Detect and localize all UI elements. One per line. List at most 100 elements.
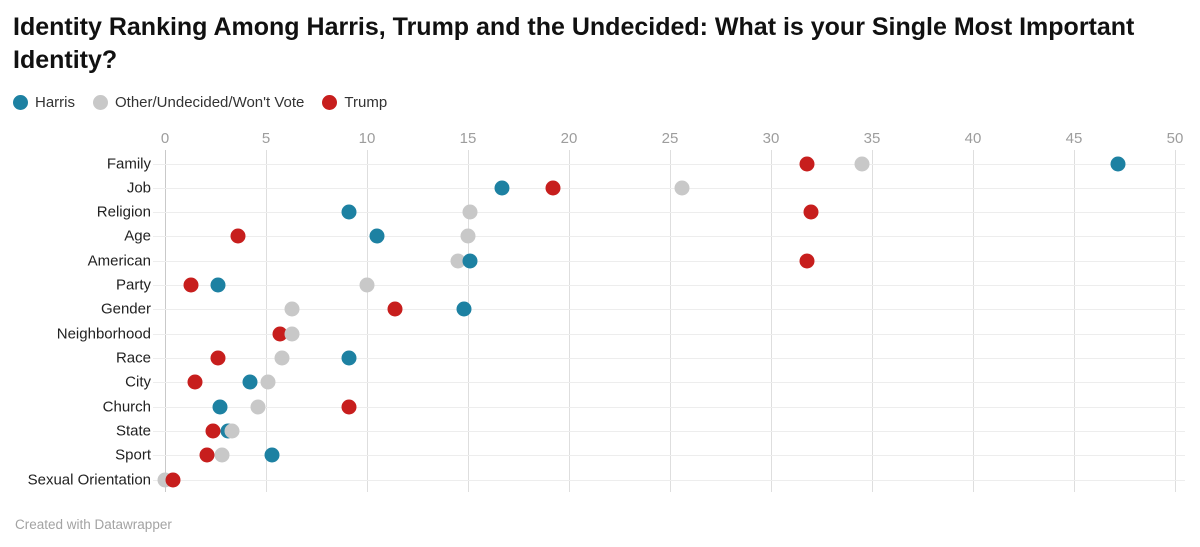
- row-gridline: [153, 431, 1185, 433]
- dot-trump: [199, 447, 215, 463]
- x-tick-label: 15: [459, 130, 477, 147]
- dot-other: [274, 350, 290, 366]
- category-label: Race: [115, 349, 151, 367]
- dot-other: [359, 277, 375, 293]
- legend-label: Trump: [344, 94, 388, 111]
- datawrapper-credit: Created with Datawrapper: [15, 517, 172, 532]
- row-gridline: [153, 382, 1185, 384]
- dot-trump: [183, 277, 199, 293]
- x-gridline: [1175, 150, 1176, 492]
- dot-harris: [369, 228, 385, 244]
- x-tick-label: 5: [261, 130, 271, 147]
- dot-other: [224, 423, 240, 439]
- x-gridline: [771, 150, 772, 492]
- row-gridline: [153, 163, 1185, 165]
- dot-trump: [799, 253, 815, 269]
- row-gridline: [153, 333, 1185, 335]
- dot-harris: [242, 374, 258, 390]
- dot-other: [462, 204, 478, 220]
- legend-label: Other/Undecided/Won't Vote: [115, 94, 305, 111]
- category-label: Job: [126, 179, 151, 197]
- dot-other: [674, 180, 690, 196]
- x-tick-label: 10: [358, 130, 376, 147]
- dot-trump: [545, 180, 561, 196]
- row-gridline: [153, 187, 1185, 189]
- x-gridline: [973, 150, 974, 492]
- category-label: American: [87, 252, 151, 270]
- legend: Harris Other/Undecided/Won't Vote Trump: [13, 94, 387, 111]
- category-label: Family: [106, 155, 151, 172]
- x-gridline: [670, 150, 671, 492]
- category-label: Sexual Orientation: [27, 471, 151, 489]
- dot-other: [250, 399, 266, 415]
- x-tick-label: 0: [160, 130, 170, 147]
- x-tick-label: 20: [560, 130, 578, 147]
- x-tick-label: 40: [964, 130, 982, 147]
- x-tick-label: 50: [1166, 130, 1184, 147]
- row-gridline: [153, 309, 1185, 311]
- legend-label: Harris: [35, 94, 75, 111]
- row-gridline: [153, 406, 1185, 408]
- dot-trump: [165, 472, 181, 488]
- row-gridline: [153, 236, 1185, 238]
- category-label: Age: [124, 227, 151, 245]
- dot-harris: [341, 204, 357, 220]
- row-gridline: [153, 455, 1185, 457]
- legend-item-harris: Harris: [13, 94, 75, 111]
- legend-dot-icon: [93, 95, 108, 110]
- dot-harris: [494, 180, 510, 196]
- dot-trump: [210, 350, 226, 366]
- x-gridline: [367, 150, 368, 492]
- legend-dot-icon: [322, 95, 338, 110]
- dot-harris: [456, 301, 472, 317]
- category-label: Church: [102, 398, 151, 416]
- chart-title: Identity Ranking Among Harris, Trump and…: [13, 13, 1135, 74]
- category-label: Gender: [100, 300, 151, 318]
- x-gridline: [165, 150, 166, 492]
- dot-trump: [799, 156, 815, 171]
- x-tick-label: 45: [1065, 130, 1083, 147]
- x-tick-label: 30: [762, 130, 780, 147]
- category-label: Party: [115, 276, 151, 294]
- row-gridline: [153, 212, 1185, 214]
- dot-trump: [341, 399, 357, 415]
- x-gridline: [569, 150, 570, 492]
- dot-trump: [230, 228, 246, 244]
- dot-other: [260, 374, 276, 390]
- dot-other: [214, 447, 230, 463]
- x-tick-label: 35: [863, 130, 881, 147]
- row-gridline: [153, 479, 1185, 481]
- dot-other: [284, 301, 300, 317]
- dot-harris: [1110, 156, 1126, 171]
- dot-harris: [264, 447, 280, 463]
- x-tick-label: 25: [661, 130, 679, 147]
- dot-trump: [205, 423, 221, 439]
- dot-harris: [462, 253, 478, 269]
- row-gridline: [153, 358, 1185, 360]
- dot-other: [450, 253, 466, 269]
- row-gridline: [153, 285, 1185, 287]
- x-gridline: [1074, 150, 1075, 492]
- row-gridline: [153, 260, 1185, 262]
- dot-other: [854, 156, 870, 171]
- x-gridline: [266, 150, 267, 492]
- legend-item-other: Other/Undecided/Won't Vote: [93, 94, 304, 111]
- dot-harris: [212, 399, 228, 415]
- category-label: City: [125, 373, 151, 391]
- dot-trump: [387, 301, 403, 317]
- dot-trump: [272, 326, 288, 342]
- category-label: State: [115, 422, 151, 440]
- category-label: Religion: [96, 203, 151, 221]
- dot-other: [460, 228, 476, 244]
- dot-trump: [187, 374, 203, 390]
- category-label: Neighborhood: [56, 325, 151, 343]
- dot-trump: [803, 204, 819, 220]
- category-label: Sport: [115, 446, 151, 464]
- dot-harris: [210, 277, 226, 293]
- dot-other: [284, 326, 300, 342]
- legend-item-trump: Trump: [322, 94, 387, 111]
- x-gridline: [468, 150, 469, 492]
- legend-dot-icon: [13, 95, 28, 110]
